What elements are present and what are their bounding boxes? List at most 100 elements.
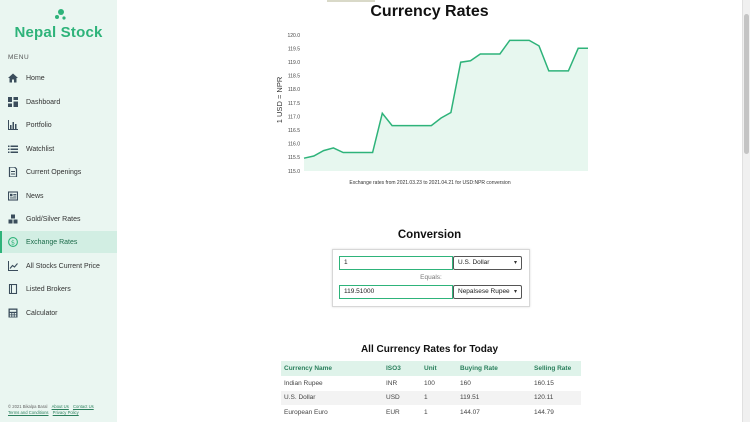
calculator-icon xyxy=(8,308,18,318)
amount-input[interactable]: 1 xyxy=(339,256,453,270)
sidebar-item-label: Watchlist xyxy=(26,145,55,153)
sidebar: Nepal Stock MENU Home Dashboard Portfoli… xyxy=(0,0,117,422)
from-currency-select[interactable]: U.S. Dollar ▾ xyxy=(453,256,522,270)
chart-area-fill xyxy=(304,40,588,172)
newspaper-icon xyxy=(8,191,18,201)
cell-buying-rate: 144.07 xyxy=(460,408,480,416)
svg-text:$: $ xyxy=(11,238,15,246)
vertical-scrollbar[interactable] xyxy=(742,0,750,422)
list-icon xyxy=(8,145,18,153)
equals-label: Equals: xyxy=(420,274,442,281)
sidebar-item-label: News xyxy=(26,192,44,200)
column-header: ISO3 xyxy=(383,361,421,376)
column-header: Selling Rate xyxy=(531,361,581,376)
page-title: Currency Rates xyxy=(370,3,489,20)
currency-rates-table: Currency Name ISO3 Unit Buying Rate Sell… xyxy=(281,361,581,420)
y-tick-label: 119.0 xyxy=(288,60,300,66)
privacy-link[interactable]: Privacy Policy xyxy=(52,410,79,415)
sidebar-item-label: Calculator xyxy=(26,309,58,317)
sidebar-item-dashboard[interactable]: Dashboard xyxy=(0,91,117,113)
y-tick-label: 117.0 xyxy=(288,114,300,120)
sidebar-item-news[interactable]: News xyxy=(0,185,117,207)
sidebar-item-listed-brokers[interactable]: Listed Brokers xyxy=(0,278,117,300)
cell-buying-rate: 119.51 xyxy=(457,390,531,405)
y-tick-label: 120.0 xyxy=(287,33,300,39)
exchange-rate-chart: 1 USD = NPR 120.0 119.5 119.0 118.5 118.0 117… xyxy=(275,33,588,186)
cell-selling-rate: 144.79 xyxy=(534,408,554,416)
y-tick-label: 116.5 xyxy=(288,128,300,134)
sidebar-item-current-openings[interactable]: Current Openings xyxy=(0,161,117,183)
brand-name[interactable]: Nepal Stock xyxy=(14,24,103,41)
sidebar-item-label: Dashboard xyxy=(26,98,61,106)
y-tick-label: 116.0 xyxy=(288,142,300,148)
sidebar-item-exchange-rates[interactable]: $ Exchange Rates xyxy=(0,231,117,253)
dashboard-icon xyxy=(8,97,18,107)
cell-iso3: USD xyxy=(383,390,421,405)
dollar-icon: $ xyxy=(8,237,18,247)
chart-icon xyxy=(8,120,18,130)
sidebar-item-all-stocks-current-price[interactable]: All Stocks Current Price xyxy=(0,255,117,277)
cell-unit: 1 xyxy=(421,390,457,405)
cell-iso3: EUR xyxy=(386,408,400,416)
cell-selling-rate: 120.11 xyxy=(531,390,581,405)
y-tick-label: 115.5 xyxy=(288,155,300,161)
trend-icon xyxy=(8,261,18,271)
cell-currency-name: Indian Rupee xyxy=(284,379,323,387)
sidebar-item-label: Portfolio xyxy=(26,121,52,129)
cell-unit: 100 xyxy=(424,379,435,387)
contact-us-link[interactable]: Contact Us xyxy=(72,404,94,409)
column-header: Currency Name xyxy=(281,361,383,376)
home-icon xyxy=(8,73,18,83)
table-row: Indian Rupee INR 100 160 160.15 xyxy=(281,376,581,391)
chart-series-line xyxy=(303,39,588,159)
to-currency-select[interactable]: Nepalsese Rupee ▾ xyxy=(453,285,522,299)
cell-iso3: INR xyxy=(386,379,398,387)
cell-currency-name: European Euro xyxy=(284,408,328,416)
sidebar-item-label: Exchange Rates xyxy=(26,238,78,246)
sidebar-item-label: All Stocks Current Price xyxy=(26,262,100,270)
top-decoration xyxy=(327,0,375,2)
copyright-text: © 2021 Bikalpa Baral xyxy=(8,404,48,409)
boxes-icon xyxy=(8,214,18,224)
y-tick-label: 115.0 xyxy=(288,169,300,175)
sidebar-footer: © 2021 Bikalpa Baral About Us Contact Us… xyxy=(8,404,94,416)
from-currency-value: U.S. Dollar xyxy=(458,259,490,266)
sidebar-item-home[interactable]: Home xyxy=(0,67,117,89)
scrollbar-thumb[interactable] xyxy=(744,14,749,154)
cell-currency-name: U.S. Dollar xyxy=(281,390,383,405)
table-row: European Euro EUR 1 144.07 144.79 xyxy=(281,405,581,420)
cell-buying-rate: 160 xyxy=(460,379,471,387)
sidebar-item-portfolio[interactable]: Portfolio xyxy=(0,114,117,136)
result-field[interactable]: 119.51000 xyxy=(339,285,453,299)
chevron-down-icon: ▾ xyxy=(513,260,517,266)
cell-selling-rate: 160.15 xyxy=(534,379,554,387)
cell-unit: 1 xyxy=(424,408,428,416)
terms-link[interactable]: Terms and Conditions xyxy=(8,410,49,415)
menu-label: MENU xyxy=(8,54,30,61)
y-tick-label: 117.5 xyxy=(288,101,300,107)
y-tick-label: 119.5 xyxy=(288,46,300,52)
chart-x-axis-label: Exchange rates from 2021.03.23 to 2021.0… xyxy=(349,180,510,186)
sidebar-item-calculator[interactable]: Calculator xyxy=(0,302,117,324)
rates-table-title: All Currency Rates for Today xyxy=(360,344,499,355)
sidebar-item-label: Listed Brokers xyxy=(26,285,71,293)
sidebar-item-gold-silver-rates[interactable]: Gold/Silver Rates xyxy=(0,208,117,230)
table-row: U.S. Dollar USD 1 119.51 120.11 xyxy=(281,390,581,405)
y-tick-label: 118.0 xyxy=(288,87,300,93)
to-currency-value: Nepalsese Rupee xyxy=(458,288,510,295)
conversion-panel: 1 U.S. Dollar ▾ Equals: 119.51000 Nepals… xyxy=(332,249,530,307)
chevron-down-icon: ▾ xyxy=(513,289,517,295)
sidebar-item-label: Gold/Silver Rates xyxy=(26,215,81,223)
y-tick-label: 118.5 xyxy=(288,74,300,80)
sidebar-item-watchlist[interactable]: Watchlist xyxy=(0,138,117,160)
brand-logo-icon xyxy=(55,9,66,20)
sidebar-item-label: Home xyxy=(26,74,45,82)
table-header-row: Currency Name ISO3 Unit Buying Rate Sell… xyxy=(281,361,581,376)
sidebar-item-label: Current Openings xyxy=(26,168,82,176)
book-icon xyxy=(8,284,18,294)
column-header: Buying Rate xyxy=(457,361,531,376)
chart-y-axis-label: 1 USD = NPR xyxy=(275,76,284,123)
document-icon xyxy=(8,167,18,177)
about-us-link[interactable]: About Us xyxy=(51,404,69,409)
conversion-title: Conversion xyxy=(397,229,462,241)
